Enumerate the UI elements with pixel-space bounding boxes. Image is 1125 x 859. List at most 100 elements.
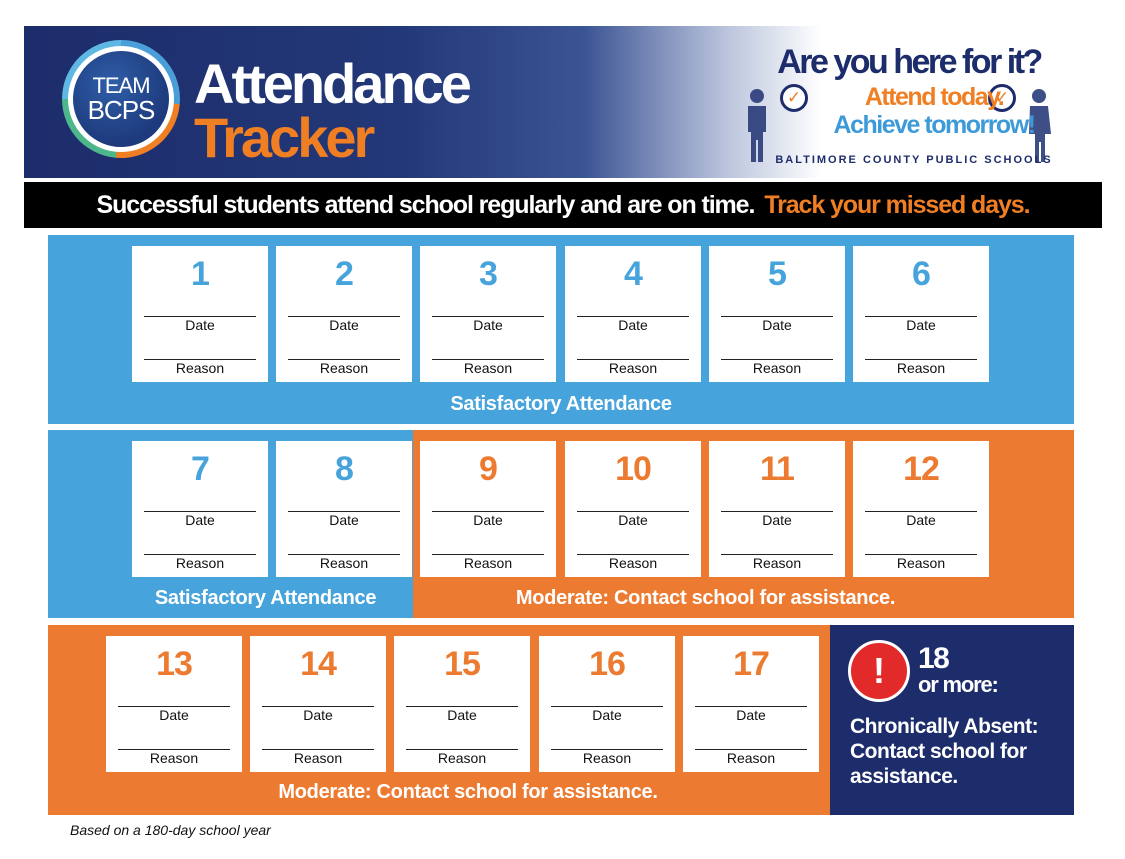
date-write-line[interactable] xyxy=(262,706,374,707)
date-write-line[interactable] xyxy=(865,511,977,512)
date-label: Date xyxy=(303,707,333,723)
date-label: Date xyxy=(762,512,792,528)
reason-write-line[interactable] xyxy=(144,554,256,555)
slogan-question: Are you here for it? xyxy=(777,43,1043,81)
day-number: 4 xyxy=(624,255,643,293)
moderate-label: Moderate: Contact school for assistance. xyxy=(278,781,658,803)
absence-card-2[interactable]: 2 Date Reason xyxy=(276,246,412,382)
reason-write-line[interactable] xyxy=(118,749,230,750)
date-write-line[interactable] xyxy=(144,316,256,317)
reason-write-line[interactable] xyxy=(865,359,977,360)
banner: Successful students attend school regula… xyxy=(24,182,1102,228)
day-number: 16 xyxy=(589,645,626,683)
date-write-line[interactable] xyxy=(144,511,256,512)
logo-text-team: TEAM xyxy=(92,73,150,98)
reason-label: Reason xyxy=(752,555,802,571)
date-write-line[interactable] xyxy=(721,316,833,317)
reason-label: Reason xyxy=(319,555,369,571)
reason-label: Reason xyxy=(463,555,513,571)
satisfactory-label: Satisfactory Attendance xyxy=(450,393,672,415)
absence-card-7[interactable]: 7 Date Reason xyxy=(132,441,268,577)
date-label: Date xyxy=(329,512,359,528)
absence-card-6[interactable]: 6 Date Reason xyxy=(853,246,989,382)
date-label: Date xyxy=(447,707,477,723)
reason-write-line[interactable] xyxy=(406,749,518,750)
absence-card-3[interactable]: 3 Date Reason xyxy=(420,246,556,382)
date-label: Date xyxy=(618,317,648,333)
absence-card-10[interactable]: 10 Date Reason xyxy=(565,441,701,577)
absence-card-8[interactable]: 8 Date Reason xyxy=(276,441,412,577)
day-number: 11 xyxy=(760,450,795,488)
reason-label: Reason xyxy=(896,360,946,376)
day-number: 10 xyxy=(615,450,652,488)
absence-card-14[interactable]: 14 Date Reason xyxy=(250,636,386,772)
date-write-line[interactable] xyxy=(288,511,400,512)
slogan: Attend today. Achieve tomorrow! xyxy=(814,83,1054,139)
date-label: Date xyxy=(159,707,189,723)
reason-label: Reason xyxy=(463,360,513,376)
footnote: Based on a 180-day school year xyxy=(70,822,271,838)
date-write-line[interactable] xyxy=(432,511,544,512)
logo-text-bcps: BCPS xyxy=(87,95,156,125)
reason-label: Reason xyxy=(896,555,946,571)
reason-write-line[interactable] xyxy=(432,359,544,360)
absence-card-1[interactable]: 1 Date Reason xyxy=(132,246,268,382)
title-attendance: Attendance xyxy=(194,52,472,115)
reason-write-line[interactable] xyxy=(577,554,689,555)
absence-card-4[interactable]: 4 Date Reason xyxy=(565,246,701,382)
student-silhouette-icon xyxy=(1029,89,1051,162)
date-label: Date xyxy=(329,317,359,333)
chronic-threshold-number: 18 xyxy=(918,642,950,675)
date-label: Date xyxy=(906,512,936,528)
date-label: Date xyxy=(185,512,215,528)
date-label: Date xyxy=(185,317,215,333)
reason-write-line[interactable] xyxy=(577,359,689,360)
day-number: 5 xyxy=(768,255,787,293)
date-write-line[interactable] xyxy=(432,316,544,317)
reason-write-line[interactable] xyxy=(288,554,400,555)
reason-label: Reason xyxy=(293,750,343,766)
day-number: 14 xyxy=(300,645,337,683)
date-write-line[interactable] xyxy=(577,316,689,317)
clock-check-icon: ✓ xyxy=(988,84,1016,112)
date-write-line[interactable] xyxy=(288,316,400,317)
absence-card-9[interactable]: 9 Date Reason xyxy=(420,441,556,577)
day-number: 17 xyxy=(733,645,770,683)
date-write-line[interactable] xyxy=(577,511,689,512)
absence-card-12[interactable]: 12 Date Reason xyxy=(853,441,989,577)
date-label: Date xyxy=(592,707,622,723)
date-write-line[interactable] xyxy=(551,706,663,707)
reason-write-line[interactable] xyxy=(695,749,807,750)
banner-statement: Successful students attend school regula… xyxy=(96,190,756,219)
date-write-line[interactable] xyxy=(721,511,833,512)
clock-check-icon: ✓ xyxy=(780,84,808,112)
day-number: 3 xyxy=(479,255,498,293)
reason-label: Reason xyxy=(608,360,658,376)
reason-write-line[interactable] xyxy=(551,749,663,750)
reason-write-line[interactable] xyxy=(432,554,544,555)
slogan-attend-today: Attend today. xyxy=(864,83,1005,111)
reason-write-line[interactable] xyxy=(721,554,833,555)
date-write-line[interactable] xyxy=(695,706,807,707)
day-number: 7 xyxy=(191,450,210,488)
date-write-line[interactable] xyxy=(865,316,977,317)
reason-label: Reason xyxy=(149,750,199,766)
reason-write-line[interactable] xyxy=(865,554,977,555)
absence-card-15[interactable]: 15 Date Reason xyxy=(394,636,530,772)
reason-label: Reason xyxy=(437,750,487,766)
reason-write-line[interactable] xyxy=(288,359,400,360)
day-number: 9 xyxy=(479,450,498,488)
date-write-line[interactable] xyxy=(118,706,230,707)
date-label: Date xyxy=(473,317,503,333)
reason-write-line[interactable] xyxy=(144,359,256,360)
day-number: 12 xyxy=(903,450,940,488)
reason-write-line[interactable] xyxy=(262,749,374,750)
absence-card-11[interactable]: 11 Date Reason xyxy=(709,441,845,577)
date-write-line[interactable] xyxy=(406,706,518,707)
absence-card-5[interactable]: 5 Date Reason xyxy=(709,246,845,382)
absence-card-13[interactable]: 13 Date Reason xyxy=(106,636,242,772)
absence-card-17[interactable]: 17 Date Reason xyxy=(683,636,819,772)
reason-write-line[interactable] xyxy=(721,359,833,360)
absence-card-16[interactable]: 16 Date Reason xyxy=(539,636,675,772)
reason-label: Reason xyxy=(319,360,369,376)
